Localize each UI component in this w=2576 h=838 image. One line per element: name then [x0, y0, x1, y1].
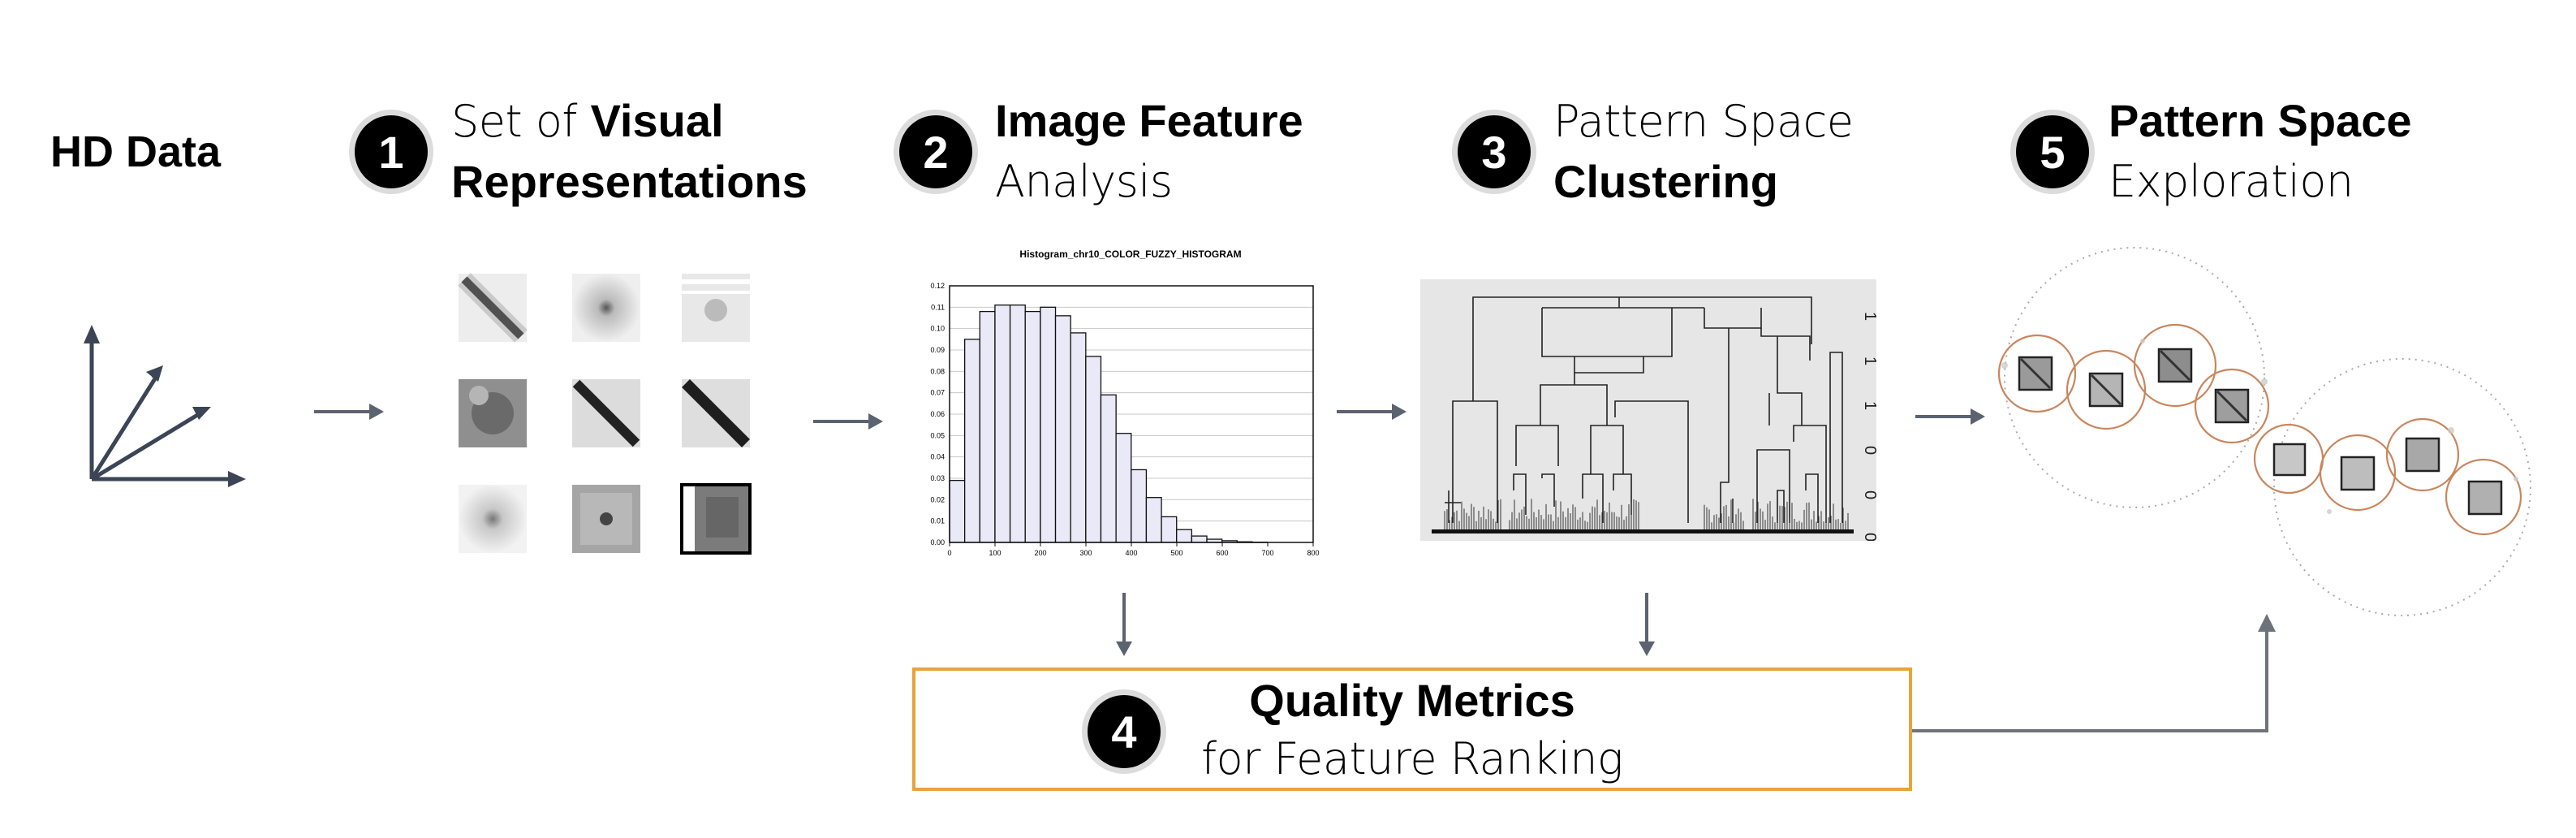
step-2-title: Image Feature Analysis: [995, 95, 1303, 207]
histogram-bar: [963, 339, 980, 543]
histogram-y-tick: 0.00: [930, 538, 945, 546]
histogram-x-tick: 500: [1170, 549, 1182, 557]
step-3-title: Pattern Space Clustering: [1553, 96, 1854, 207]
visual-representations-grid: [458, 273, 752, 555]
cluster-circle: [2445, 458, 2522, 536]
histogram-bar: [1191, 535, 1208, 543]
cluster-circle: [2066, 349, 2147, 430]
quality-metrics-subtitle: for Feature Ranking: [1201, 733, 1623, 784]
axes-icon: [84, 325, 246, 487]
histogram-y-tick: 0.11: [931, 303, 945, 311]
dendrogram-axis-label: 0: [1861, 446, 1876, 455]
thumbnail-2-2: [572, 379, 640, 447]
histogram-bar: [979, 310, 996, 543]
cluster-circle: [2319, 434, 2397, 512]
dendrogram-axis-label: 0: [1861, 533, 1876, 541]
histogram-x-tick: 0: [947, 549, 951, 557]
arrow-features-to-quality: [1116, 593, 1132, 656]
histogram-bar: [1024, 310, 1041, 543]
histogram-x-tick: 100: [989, 549, 1001, 557]
dendrogram-axis-label: 1: [1861, 401, 1876, 410]
histogram-y-tick: 0.12: [930, 282, 945, 290]
quality-metrics-title: Quality Metrics: [1249, 675, 1575, 726]
histogram-y-tick: 0.09: [930, 346, 945, 354]
thumbnail-3-3: [680, 483, 752, 555]
dendrogram-axis-label: 1: [1861, 312, 1876, 321]
step-1-title: Set of Visual Representations: [451, 95, 808, 207]
histogram-y-tick: 0.01: [930, 517, 945, 525]
histogram-bar: [1161, 516, 1178, 543]
histogram-bar: [1115, 433, 1132, 543]
histogram-bar: [1085, 356, 1102, 543]
histogram-x-tick: 600: [1216, 549, 1228, 557]
step-2-badge: 2: [899, 115, 972, 188]
histogram-bar: [1054, 315, 1071, 543]
histogram-x-tick: 300: [1079, 549, 1092, 557]
histogram-y-tick: 0.06: [930, 410, 945, 418]
dendrogram-axis-label: 1: [1861, 356, 1876, 365]
cluster-circle: [1997, 334, 2077, 413]
histogram-y-tick: 0.04: [930, 453, 945, 461]
histogram-bar: [1040, 306, 1057, 543]
histogram-x-tick: 200: [1034, 549, 1046, 557]
arrow-clustering-to-quality: [1639, 593, 1655, 656]
histogram-bar: [1176, 529, 1193, 543]
dendrogram: 1 1 1 0 0 0: [1420, 279, 1876, 541]
arrow-hd-to-representations: [314, 404, 384, 420]
thumbnail-3-2: [572, 485, 640, 553]
histogram-y-tick: 0.08: [930, 367, 945, 375]
histogram-title: Histogram_chr10_COLOR_FUZZY_HISTOGRAM: [1019, 248, 1241, 260]
histogram-y-tick: 0.03: [930, 474, 945, 482]
arrow-quality-to-exploration: [1912, 614, 2276, 732]
histogram-bar: [1145, 497, 1162, 543]
histogram-bar: [1131, 469, 1148, 543]
arrow-representations-to-features: [813, 413, 883, 430]
histogram-y-tick: 0.10: [930, 325, 945, 333]
cluster-circle: [2385, 417, 2460, 492]
histogram-y-tick: 0.05: [930, 431, 945, 439]
cluster-circle: [2194, 368, 2270, 444]
step-5-badge: 5: [2016, 115, 2089, 188]
hd-data-title: HD Data: [50, 127, 222, 176]
thumbnail-2-3: [682, 379, 750, 447]
histogram-bar: [994, 305, 1011, 543]
step-4-badge: 4: [1088, 695, 1161, 768]
histogram-x-tick: 400: [1125, 549, 1137, 557]
thumbnail-1-3: [682, 274, 750, 342]
histogram-bar: [1009, 305, 1026, 543]
step-1-badge: 1: [355, 115, 428, 188]
histogram-x-tick: 700: [1261, 549, 1273, 557]
arrow-features-to-clustering: [1337, 404, 1406, 420]
histogram-y-tick: 0.07: [930, 389, 945, 397]
quality-metrics-box: [912, 667, 1912, 791]
thumbnail-3-1: [459, 485, 527, 553]
dendrogram-axis-label: 0: [1861, 490, 1876, 499]
pattern-space-circles: [1997, 247, 2531, 616]
thumbnail-1-2: [572, 274, 640, 342]
thumbnail-2-1: [459, 379, 527, 447]
step-5-title: Pattern Space Exploration: [2109, 95, 2412, 207]
histogram-bar: [1070, 332, 1087, 543]
histogram-y-tick: 0.02: [930, 495, 945, 503]
thumbnail-1-1: [458, 273, 528, 343]
cluster-circle: [2133, 323, 2217, 408]
arrow-clustering-to-exploration: [1915, 408, 1985, 425]
feature-histogram: Histogram_chr10_COLOR_FUZZY_HISTOGRAM 0.…: [930, 248, 1319, 557]
histogram-x-tick: 800: [1307, 549, 1319, 557]
histogram-bar: [1100, 394, 1117, 543]
step-3-badge: 3: [1458, 115, 1531, 188]
histogram-bar: [949, 479, 966, 543]
